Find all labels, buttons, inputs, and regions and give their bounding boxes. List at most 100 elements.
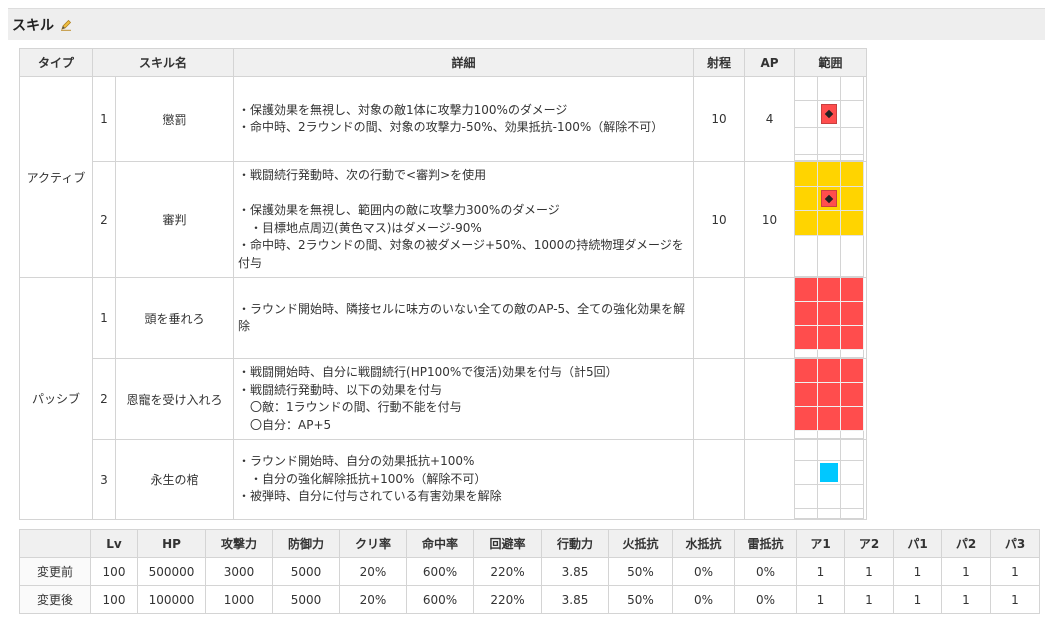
skill-table: タイプ スキル名 詳細 射程 AP 範囲 アクティブ 1 懲罰 ・保護効果を無視… bbox=[19, 48, 868, 520]
stat-header: Lv bbox=[90, 529, 138, 558]
skill-ap bbox=[744, 358, 796, 440]
stat-header-corner bbox=[19, 529, 91, 558]
section-header: スキル bbox=[8, 8, 1045, 40]
target-diamond-icon bbox=[824, 109, 834, 119]
header-detail: 詳細 bbox=[233, 48, 695, 77]
stat-row-before: 変更前 100 500000 3000 5000 20% 600% 220% 3… bbox=[19, 557, 1040, 586]
skill-range bbox=[693, 358, 746, 440]
stat-value: 3.85 bbox=[541, 557, 609, 586]
skill-type-passive: パッシブ bbox=[19, 277, 93, 520]
detail-line: ・保護効果を無視し、対象の敵1体に攻撃力100%のダメージ bbox=[238, 102, 568, 117]
stat-value: 3000 bbox=[205, 557, 273, 586]
detail-line: 〇自分：AP+5 bbox=[238, 417, 332, 432]
stat-value: 50% bbox=[608, 585, 673, 614]
stat-header: 雷抵抗 bbox=[734, 529, 797, 558]
header-type: タイプ bbox=[19, 48, 93, 77]
skill-detail: ・戦闘開始時、自分に戦闘続行(HP100%で復活)効果を付与（計5回） ・戦闘続… bbox=[233, 358, 695, 440]
detail-line: ・戦闘開始時、自分に戦闘続行(HP100%で復活)効果を付与（計5回） bbox=[238, 365, 618, 379]
detail-line: ・戦闘続行発動時、次の行動で<審判>を使用 bbox=[238, 168, 487, 182]
stat-header: 命中率 bbox=[406, 529, 474, 558]
stat-header: 火抵抗 bbox=[608, 529, 673, 558]
stat-value: 600% bbox=[406, 557, 474, 586]
detail-line: ・自分の強化解除抵抗+100%（解除不可） bbox=[238, 471, 487, 486]
stat-value: 100 bbox=[90, 557, 138, 586]
stat-value: 1 bbox=[844, 557, 894, 586]
detail-line: 付与 bbox=[238, 255, 263, 270]
skill-row: 2 恩寵を受け入れろ ・戦闘開始時、自分に戦闘続行(HP100%で復活)効果を付… bbox=[20, 358, 868, 440]
stat-value: 0% bbox=[734, 557, 797, 586]
stat-value: 500000 bbox=[137, 557, 206, 586]
stat-value: 1 bbox=[893, 557, 942, 586]
stat-row-label: 変更後 bbox=[19, 585, 91, 614]
skill-row: 3 永生の棺 ・ラウンド開始時、自分の効果抵抗+100% ・自分の強化解除抵抗+… bbox=[20, 439, 868, 520]
stat-value: 5000 bbox=[272, 585, 340, 614]
stat-header: 防御力 bbox=[272, 529, 340, 558]
skill-detail: ・戦闘続行発動時、次の行動で<審判>を使用 ・保護効果を無視し、範囲内の敵に攻撃… bbox=[233, 161, 695, 278]
stat-value: 3.85 bbox=[541, 585, 609, 614]
stat-value: 5000 bbox=[272, 557, 340, 586]
skill-ap bbox=[744, 277, 796, 359]
detail-line: ・保護効果を無視し、範囲内の敵に攻撃力300%のダメージ bbox=[238, 203, 560, 217]
stat-value: 0% bbox=[672, 585, 735, 614]
skill-num: 1 bbox=[92, 277, 116, 359]
stat-header: 回避率 bbox=[473, 529, 542, 558]
detail-line: ・被弾時、自分に付与されている有害効果を解除 bbox=[238, 489, 502, 504]
skill-ap bbox=[744, 439, 796, 520]
stat-value: 1 bbox=[941, 585, 991, 614]
stat-value: 0% bbox=[734, 585, 797, 614]
pencil-icon[interactable] bbox=[60, 19, 72, 31]
detail-line: ・命中時、2ラウンドの間、対象の攻撃力-50%、効果抵抗-100%（解除不可） bbox=[238, 120, 664, 134]
detail-line: ・ラウンド開始時、自分の効果抵抗+100% bbox=[238, 454, 475, 469]
skill-detail: ・ラウンド開始時、自分の効果抵抗+100% ・自分の強化解除抵抗+100%（解除… bbox=[233, 439, 695, 520]
detail-line: ・命中時、2ラウンドの間、対象の被ダメージ+50%、1000の持続物理ダメージを bbox=[238, 238, 684, 252]
detail-line: 〇敵：1ラウンドの間、行動不能を付与 bbox=[238, 400, 462, 414]
detail-line: ・ラウンド開始時、隣接セルに味方のいない全ての敵のAP-5、全ての強化効果を解 bbox=[238, 301, 686, 316]
stat-header: 攻撃力 bbox=[205, 529, 273, 558]
stat-header: HP bbox=[137, 529, 206, 558]
stat-value: 600% bbox=[406, 585, 474, 614]
stat-row-label: 変更前 bbox=[19, 557, 91, 586]
header-skill-name: スキル名 bbox=[91, 48, 235, 77]
stat-value: 1 bbox=[990, 585, 1040, 614]
header-area: 範囲 bbox=[794, 48, 868, 77]
skill-range bbox=[693, 439, 746, 520]
detail-line: ・目標地点周辺(黄色マス)はダメージ-90% bbox=[238, 220, 482, 235]
skill-name: 頭を垂れろ bbox=[114, 277, 235, 359]
stat-header: クリ率 bbox=[339, 529, 407, 558]
stat-value: 1 bbox=[844, 585, 894, 614]
stat-value: 1 bbox=[893, 585, 942, 614]
stat-value: 1 bbox=[941, 557, 991, 586]
skill-table-header-row: タイプ スキル名 詳細 射程 AP 範囲 bbox=[19, 48, 868, 77]
skill-row: 2 審判 ・戦闘続行発動時、次の行動で<審判>を使用 ・保護効果を無視し、範囲内… bbox=[20, 161, 868, 278]
range-target-cell bbox=[818, 187, 842, 211]
header-range: 射程 bbox=[693, 48, 746, 77]
range-target-cell bbox=[818, 101, 842, 128]
range-grid bbox=[795, 440, 865, 519]
skill-row: パッシブ 1 頭を垂れろ ・ラウンド開始時、隣接セルに味方のいない全ての敵のAP… bbox=[19, 277, 868, 520]
skill-num: 3 bbox=[92, 439, 116, 520]
header-ap: AP bbox=[744, 48, 796, 77]
range-cell bbox=[794, 439, 868, 520]
skill-range: 10 bbox=[693, 76, 746, 162]
detail-line: ・戦闘続行発動時、以下の効果を付与 bbox=[238, 382, 443, 397]
skill-range: 10 bbox=[693, 161, 746, 278]
skill-name: 恩寵を受け入れろ bbox=[114, 358, 235, 440]
skill-name: 審判 bbox=[114, 161, 235, 278]
skill-detail: ・保護効果を無視し、対象の敵1体に攻撃力100%のダメージ ・命中時、2ラウンド… bbox=[233, 76, 695, 162]
range-cell bbox=[794, 277, 868, 359]
stat-table: Lv HP 攻撃力 防御力 クリ率 命中率 回避率 行動力 火抵抗 水抵抗 雷抵… bbox=[19, 529, 1040, 614]
skill-ap: 10 bbox=[744, 161, 796, 278]
stat-value: 100 bbox=[90, 585, 138, 614]
range-cell bbox=[794, 76, 868, 162]
skill-name: 永生の棺 bbox=[114, 439, 235, 520]
detail-line bbox=[238, 185, 689, 203]
stat-value: 1000 bbox=[205, 585, 273, 614]
skill-range bbox=[693, 277, 746, 359]
stat-value: 220% bbox=[473, 585, 542, 614]
stat-value: 20% bbox=[339, 585, 407, 614]
stat-header: パ3 bbox=[990, 529, 1040, 558]
stat-value: 1 bbox=[796, 557, 845, 586]
stat-value: 50% bbox=[608, 557, 673, 586]
stat-value: 1 bbox=[990, 557, 1040, 586]
stat-header: ア1 bbox=[796, 529, 845, 558]
